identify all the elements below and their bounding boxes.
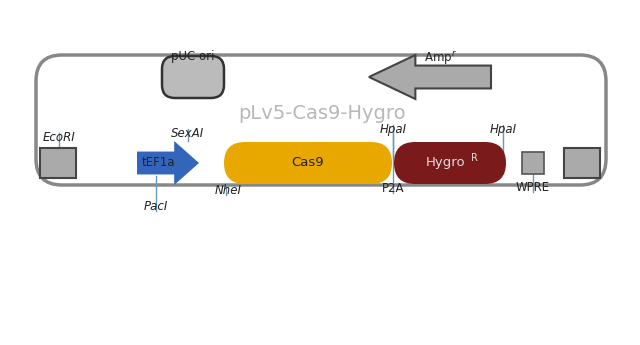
Text: HpaI: HpaI [490,123,516,136]
Text: WPRE: WPRE [516,181,550,194]
Text: tEF1a: tEF1a [141,156,175,169]
FancyBboxPatch shape [162,56,224,98]
Polygon shape [137,141,199,185]
Text: pLv5-Cas9-Hygro: pLv5-Cas9-Hygro [238,104,406,122]
Text: LTR: LTR [48,169,68,182]
Text: Cas9: Cas9 [292,156,324,168]
Text: Hygro: Hygro [426,156,466,168]
FancyBboxPatch shape [224,142,392,184]
Text: NheI: NheI [214,184,241,197]
FancyBboxPatch shape [40,148,76,178]
Text: R: R [470,153,477,163]
Text: PacI: PacI [144,200,168,213]
Text: HpaI: HpaI [380,123,406,136]
Text: P2A: P2A [381,182,404,195]
Text: EcoRI: EcoRI [43,131,76,144]
Text: SexAI: SexAI [172,127,205,140]
Text: pUC ori: pUC ori [172,50,215,63]
FancyBboxPatch shape [394,142,506,184]
Text: LTR: LTR [572,169,592,182]
Polygon shape [369,55,491,99]
Text: Amp$^r$: Amp$^r$ [424,49,456,67]
FancyBboxPatch shape [522,152,544,174]
FancyBboxPatch shape [564,148,600,178]
